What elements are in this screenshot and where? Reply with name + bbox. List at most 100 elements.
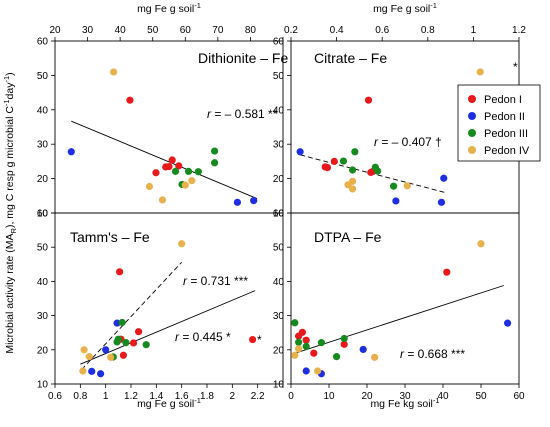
- tamm-point-pedon-i: [135, 328, 143, 336]
- dithionite-point-pedon-i: [152, 169, 160, 177]
- panel-tamm: 0.6 0.8 1 1.2 1.4 1.6 1.8 2 2.2 10 20 30 40 50 60 mg Fe…: [37, 209, 284, 410]
- dithionite-x-tick-label: 80: [245, 25, 257, 36]
- dithionite-point-pedon-iv: [188, 177, 196, 185]
- dithionite-point-pedon-ii: [250, 197, 258, 205]
- dithionite-point-pedon-iii: [194, 168, 202, 176]
- citrate-x-tick-label: 0.6: [375, 25, 389, 36]
- dtpa-x-tick-label: 30: [399, 391, 411, 402]
- dtpa-x-tick-label: 40: [437, 391, 449, 402]
- dithionite-point-pedon-iv: [181, 181, 189, 189]
- dtpa-x-tick-label: 0: [288, 391, 294, 402]
- tamm-y-tick-label: 20: [37, 345, 49, 356]
- tamm-x-tick-label: 2: [230, 391, 236, 402]
- dtpa-x-tick-label: 50: [475, 391, 487, 402]
- legend-label: Pedon IV: [484, 145, 530, 157]
- dtpa-r-annotation: r = 0.668 ***: [400, 347, 465, 361]
- tamm-point-pedon-ii: [102, 346, 110, 354]
- dtpa-point-pedon-iv: [291, 351, 299, 359]
- tamm-y-tick-label: 30: [37, 311, 49, 322]
- dtpa-y-tick-label: 60: [273, 209, 285, 220]
- citrate-r-annotation: r = – 0.407 †: [374, 135, 442, 149]
- dtpa-point-pedon-iv: [295, 345, 303, 353]
- dithionite-fit-line-solid: [71, 120, 258, 199]
- dithionite-x-tick-label: 20: [49, 25, 61, 36]
- dithionite-y-tick-label: 10: [37, 209, 49, 220]
- dtpa-x-tick-label: 20: [361, 391, 373, 402]
- dithionite-panel-title: Dithionite – Fe: [198, 50, 288, 66]
- tamm-x-tick-label: 1.2: [124, 391, 138, 402]
- dithionite-point-pedon-ii: [67, 148, 75, 156]
- citrate-y-tick-label: 30: [273, 140, 285, 151]
- dtpa-point-pedon-iv: [314, 367, 322, 375]
- dithionite-point-pedon-i: [175, 162, 183, 170]
- dithionite-point-pedon-i: [126, 96, 134, 104]
- dtpa-point-pedon-i: [298, 328, 306, 336]
- dtpa-y-tick-label: 20: [273, 345, 285, 356]
- legend-marker: [468, 146, 476, 154]
- tamm-r-annotation: r = 0.445 *: [175, 330, 231, 344]
- dtpa-point-pedon-iii: [302, 342, 310, 350]
- tamm-point-pedon-ii: [97, 370, 105, 378]
- dtpa-point-pedon-ii: [302, 367, 310, 375]
- tamm-point-pedon-iii: [142, 341, 150, 349]
- citrate-point-pedon-iv: [403, 182, 411, 190]
- legend-item-pedon-i: Pedon I: [468, 94, 522, 106]
- dtpa-fit-line-solid: [290, 285, 504, 356]
- citrate-point-pedon-iii: [348, 166, 357, 174]
- citrate-point-pedon-iii: [390, 182, 398, 190]
- panel-dithionite: 20 30 40 50 60 70 80 10 20 30 40 50 60 mg Fe g soil-1…: [37, 1, 289, 220]
- citrate-point-pedon-iii: [351, 148, 359, 156]
- dtpa-y-tick-label: 10: [273, 380, 285, 391]
- citrate-point-pedon-iii: [374, 167, 382, 175]
- dtpa-y-tick-label: 50: [273, 243, 285, 254]
- citrate-x-tick-label: 0.4: [330, 25, 344, 36]
- tamm-x-tick-label: 1.8: [200, 391, 214, 402]
- tamm-point-pedon-i: [119, 351, 127, 359]
- citrate-y-tick-label: 50: [273, 71, 285, 82]
- dtpa-point-pedon-iii: [295, 338, 303, 346]
- dtpa-point-pedon-ii: [359, 345, 367, 354]
- tamm-point-pedon-iv: [107, 353, 115, 361]
- dtpa-point-pedon-iii: [317, 339, 325, 347]
- tamm-point-pedon-iv: [79, 367, 87, 375]
- dithionite-y-tick-label: 40: [37, 105, 49, 116]
- tamm-x-tick-label: 0.8: [73, 391, 87, 402]
- tamm-y-tick-label: 40: [37, 277, 49, 288]
- dtpa-y-tick-label: 30: [273, 311, 285, 322]
- tamm-x-tick-label: 1.6: [175, 391, 189, 402]
- legend-marker: [468, 112, 476, 120]
- citrate-point-pedon-iii: [339, 157, 348, 165]
- dithionite-x-axis-title: mg Fe g soil-1: [137, 1, 201, 15]
- tamm-x-axis-title: mg Fe g soil-1: [137, 396, 201, 410]
- dtpa-point-pedon-i: [443, 268, 451, 276]
- tamm-x-tick-label: 0.6: [48, 391, 62, 402]
- tamm-point-pedon-iii: [118, 318, 126, 327]
- legend-item-pedon-iv: Pedon IV: [468, 145, 530, 157]
- dtpa-point-pedon-iv: [477, 240, 485, 248]
- legend-label: Pedon I: [484, 94, 522, 106]
- citrate-outlier-star: *: [513, 60, 518, 74]
- dtpa-point-pedon-i: [302, 336, 310, 344]
- legend-label: Pedon III: [484, 128, 528, 140]
- citrate-point-pedon-i: [364, 96, 373, 104]
- dithionite-point-pedon-iii: [211, 159, 219, 167]
- dtpa-x-axis-title: mg Fe kg soil-1: [370, 396, 439, 410]
- legend: Pedon I Pedon II Pedon III Pedon IV: [457, 84, 541, 162]
- dtpa-point-pedon-ii: [504, 319, 512, 327]
- legend-label: Pedon II: [484, 111, 525, 123]
- dithionite-r-annotation: r = – 0.581 **: [207, 107, 278, 121]
- panel-citrate: 0.2 0.4 0.6 0.8 1 1.2 10 20 30 40 50 60 mg Fe g soil…: [273, 1, 527, 220]
- dithionite-point-pedon-iv: [158, 196, 167, 204]
- citrate-point-pedon-iv: [476, 68, 484, 76]
- dithionite-x-tick-label: 30: [82, 25, 94, 36]
- y-axis-title: Microbial activity rate (MAR), mg C resp…: [2, 72, 18, 353]
- dithionite-point-pedon-iv: [110, 68, 118, 76]
- tamm-y-tick-label: 50: [37, 243, 49, 254]
- dithionite-x-tick-label: 70: [212, 25, 224, 36]
- dithionite-point-pedon-iii: [184, 167, 193, 175]
- dithionite-y-tick-label: 50: [37, 71, 49, 82]
- citrate-y-tick-label: 10: [273, 209, 285, 220]
- dithionite-point-pedon-i: [165, 162, 173, 171]
- tamm-x-tick-label: 2.2: [251, 391, 265, 402]
